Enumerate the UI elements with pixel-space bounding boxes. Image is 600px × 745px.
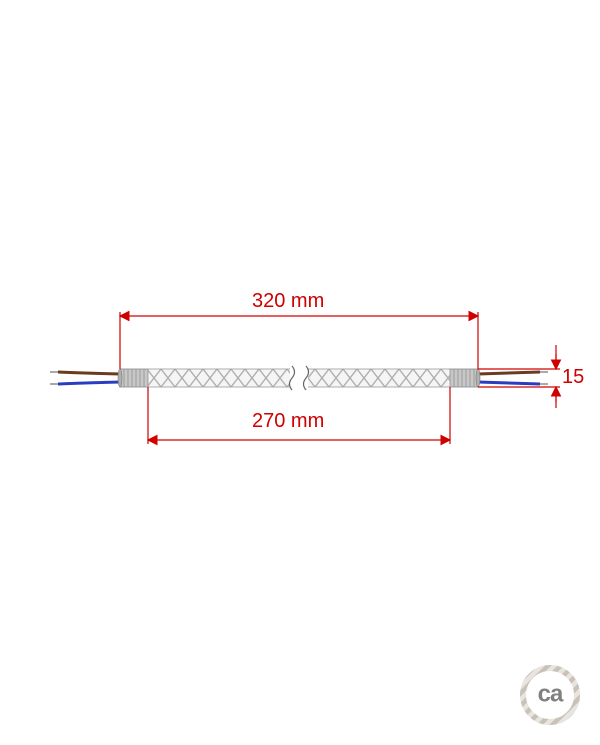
dim-15-arrows	[552, 345, 560, 408]
technical-drawing	[0, 0, 600, 745]
dim-320	[120, 312, 478, 369]
dim-label-270: 270 mm	[252, 410, 324, 433]
brand-logo-text: ca	[538, 680, 563, 708]
brand-logo: ca	[520, 665, 580, 725]
left-ferrule	[118, 369, 148, 387]
left-wires	[50, 372, 120, 384]
diagram-canvas: 320 mm 270 mm 15 ca	[0, 0, 600, 745]
braided-sleeve	[148, 366, 450, 390]
dim-label-15: 15	[562, 366, 584, 389]
dim-15	[478, 354, 560, 402]
dim-label-320: 320 mm	[252, 290, 324, 313]
right-wires	[478, 372, 548, 384]
right-ferrule	[450, 369, 480, 387]
